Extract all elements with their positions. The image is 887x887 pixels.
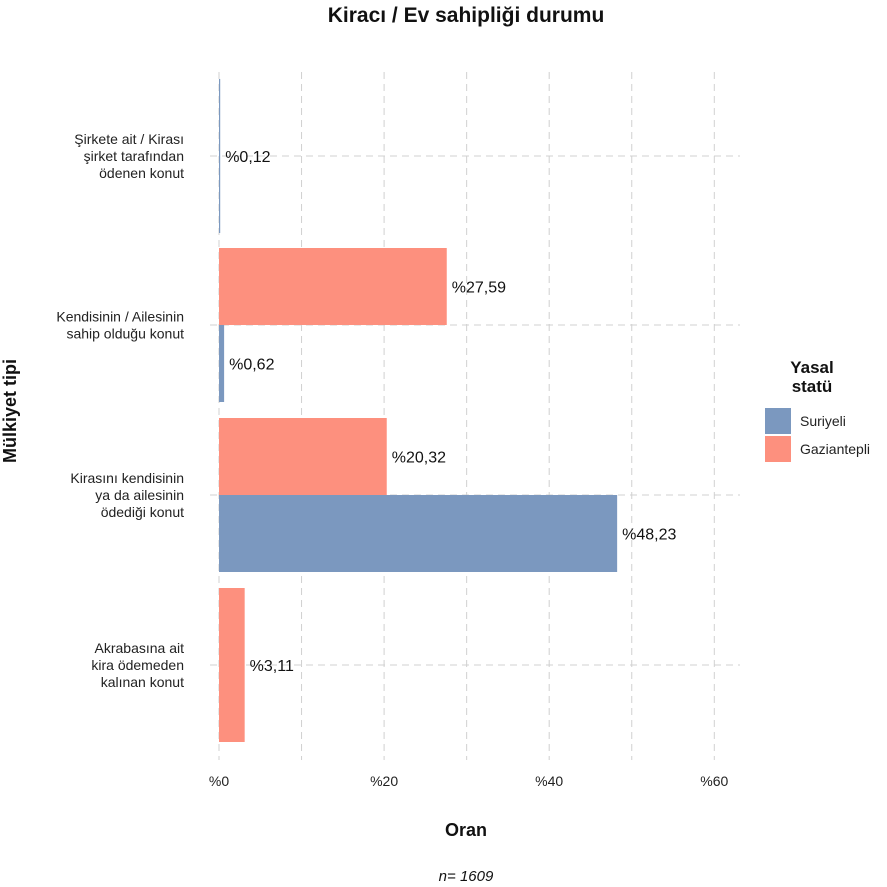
legend-label: Suriyeli	[800, 413, 846, 429]
y-tick-label: Kendisinin / Ailesinin sahip olduğu konut	[56, 309, 184, 342]
y-tick-label: Kirasını kendisinin ya da ailesinin ödediğ…	[70, 470, 184, 520]
grid-layer	[210, 72, 740, 760]
data-label: %27,59	[452, 280, 506, 297]
bar-gaziantepli	[219, 588, 245, 742]
legend: Yasal statü Suriyeli Gaziantepli	[765, 358, 870, 462]
x-tick-label: %20	[370, 773, 398, 789]
data-labels-layer: %0,12 %0,62 %48,23 %27,59 %20,32 %3,11	[225, 149, 676, 675]
data-label: %0,62	[229, 357, 274, 374]
y-axis-title: Mülkiyet tipi	[0, 359, 20, 463]
x-tick-label: %60	[700, 773, 728, 789]
bar-suriyeli	[219, 325, 225, 402]
y-axis: Şirkete ait / Kirası şirket tarafından öde…	[56, 131, 184, 690]
bar-gaziantepli	[219, 248, 447, 325]
legend-swatch-gaziantepli	[765, 436, 791, 462]
data-label: %20,32	[392, 450, 446, 467]
x-tick-label: %0	[209, 773, 229, 789]
bars-layer	[219, 79, 618, 742]
x-tick-label: %40	[535, 773, 563, 789]
y-tick-label: Şirkete ait / Kirası şirket tarafından öde…	[74, 131, 184, 181]
chart-title: Kiracı / Ev sahipliği durumu	[328, 4, 605, 27]
legend-swatch-suriyeli	[765, 408, 791, 434]
x-axis-title: Oran	[445, 820, 487, 840]
data-label: %0,12	[225, 149, 270, 166]
chart-caption: n= 1609	[439, 868, 494, 885]
data-label: %48,23	[622, 527, 676, 544]
bar-suriyeli	[219, 495, 618, 572]
data-label: %3,11	[250, 658, 294, 675]
y-tick-label: Akrabasına ait kira ödemeden kalınan konut	[91, 640, 184, 690]
legend-label: Gaziantepli	[800, 441, 870, 457]
legend-title: Yasal statü	[790, 358, 834, 396]
bar-gaziantepli	[219, 418, 387, 495]
x-axis: %0 %20 %40 %60	[209, 773, 729, 789]
bar-suriyeli	[219, 79, 221, 233]
